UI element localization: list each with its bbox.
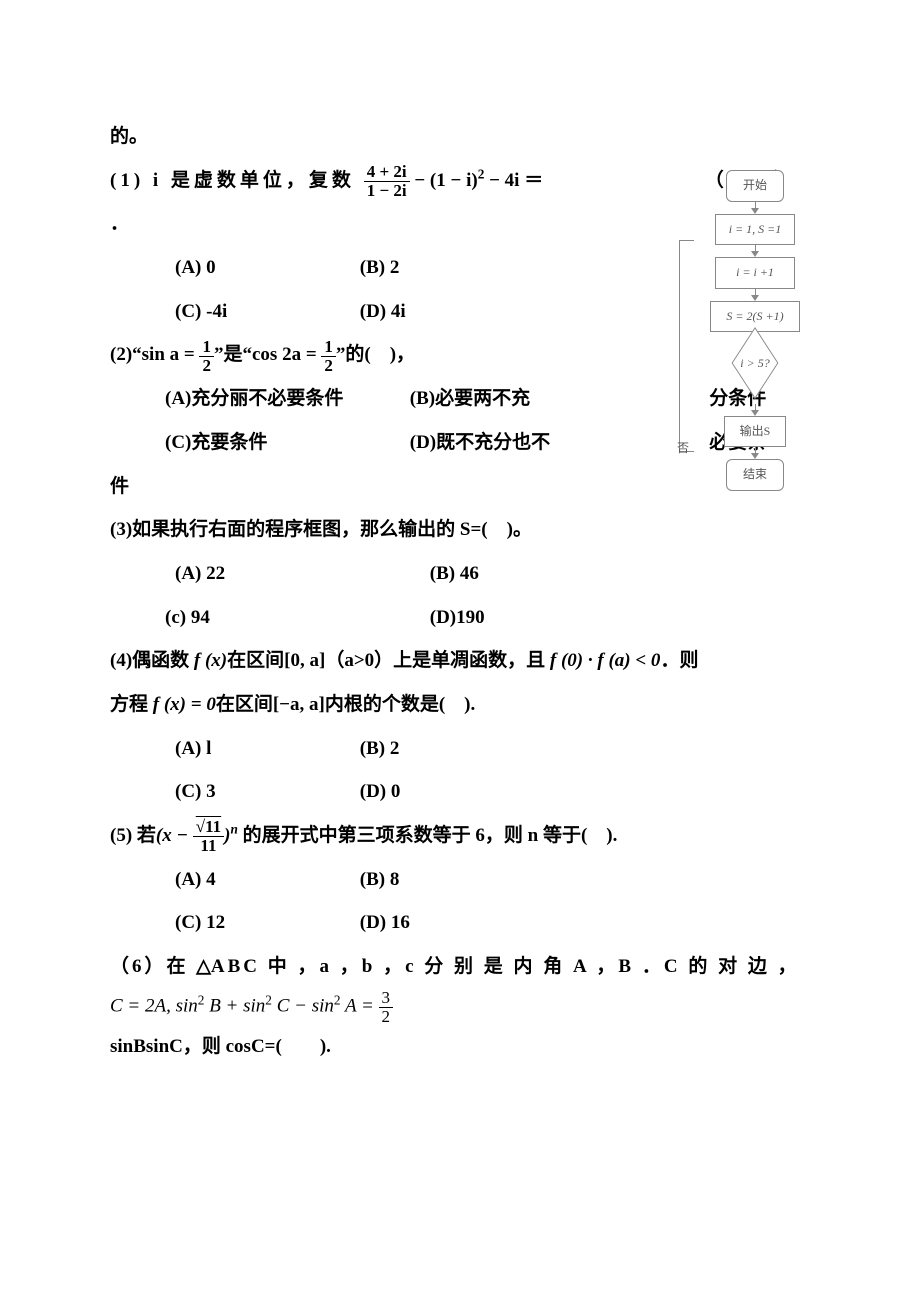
- q5-options-row1: (A) 4 (B) 8: [110, 858, 860, 902]
- q5-stem: (5) 若(x − √1111)n 的展开式中第三项系数等于 6，则 n 等于(…: [110, 814, 860, 858]
- q4-stem-line2: 方程 f (x) = 0在区间[−a, a]内根的个数是( ).: [110, 683, 860, 727]
- q3-opt-a: (A) 22: [175, 552, 425, 596]
- q2-opt-b1: (B)必要两不充: [410, 377, 580, 421]
- q6-stem-line1: （6）在 △ABC 中 ，a ，b ，c 分 别 是 内 角 A ，B ．C 的…: [110, 945, 860, 989]
- flow-end: 结束: [726, 459, 784, 491]
- q4-options-row1: (A) l (B) 2: [110, 727, 860, 771]
- q3-stem: (3)如果执行右面的程序框图，那么输出的 S=( )。: [110, 508, 860, 552]
- q1-opt-d: (D) 4i: [360, 290, 540, 334]
- q3-options-row1: (A) 22 (B) 46: [110, 552, 860, 596]
- q4-opt-b: (B) 2: [360, 738, 400, 759]
- intro-tail: 的。: [110, 115, 860, 159]
- flow-branch-no: 否: [677, 435, 689, 463]
- flow-output: 输出S: [724, 416, 786, 448]
- q3-opt-d: (D)190: [430, 607, 485, 628]
- flow-decision: i > 5?: [710, 342, 800, 378]
- q1-opt-a: (A) 0: [175, 246, 355, 290]
- q3-options-row2: (c) 94 (D)190: [110, 596, 860, 640]
- q5-opt-d: (D) 16: [360, 912, 410, 933]
- flowchart: 否 开始 i = 1, S =1 i = i +1 S = 2(S +1) i …: [695, 170, 815, 491]
- q1-stem-a: (1) i 是虚数单位，复数: [110, 170, 355, 191]
- q4-stem-line1: (4)偶函数 f (x)在区间[0, a]（a>0）上是单凋函数，且 f (0)…: [110, 639, 860, 683]
- q6-stem-line3: sinBsinC，则 cosC=( ).: [110, 1025, 860, 1069]
- q1-fraction: 4 + 2i 1 − 2i: [364, 163, 410, 200]
- flow-init: i = 1, S =1: [715, 214, 795, 246]
- q5-opt-b: (B) 8: [360, 869, 400, 890]
- q2-opt-d1: (D)既不充分也不: [410, 421, 580, 465]
- q3-opt-b: (B) 46: [430, 563, 479, 584]
- q2-opt-a: (A)充分丽不必要条件: [165, 377, 405, 421]
- flow-start: 开始: [726, 170, 784, 202]
- q4-opt-c: (C) 3: [175, 770, 355, 814]
- q3-opt-c: (c) 94: [165, 596, 425, 640]
- q4-options-row2: (C) 3 (D) 0: [110, 770, 860, 814]
- q2-opt-c: (C)充要条件: [165, 421, 405, 465]
- q5-options-row2: (C) 12 (D) 16: [110, 901, 860, 945]
- q5-opt-a: (A) 4: [175, 858, 355, 902]
- q1-opt-b: (B) 2: [360, 246, 540, 290]
- q1-opt-c: (C) -4i: [175, 290, 355, 334]
- flow-step-increment: i = i +1: [715, 257, 795, 289]
- q4-opt-a: (A) l: [175, 727, 355, 771]
- q4-opt-d: (D) 0: [360, 781, 401, 802]
- q6-stem-line2: C = 2A, sin2 B + sin2 C − sin2 A = 32: [110, 989, 860, 1026]
- q5-opt-c: (C) 12: [175, 901, 355, 945]
